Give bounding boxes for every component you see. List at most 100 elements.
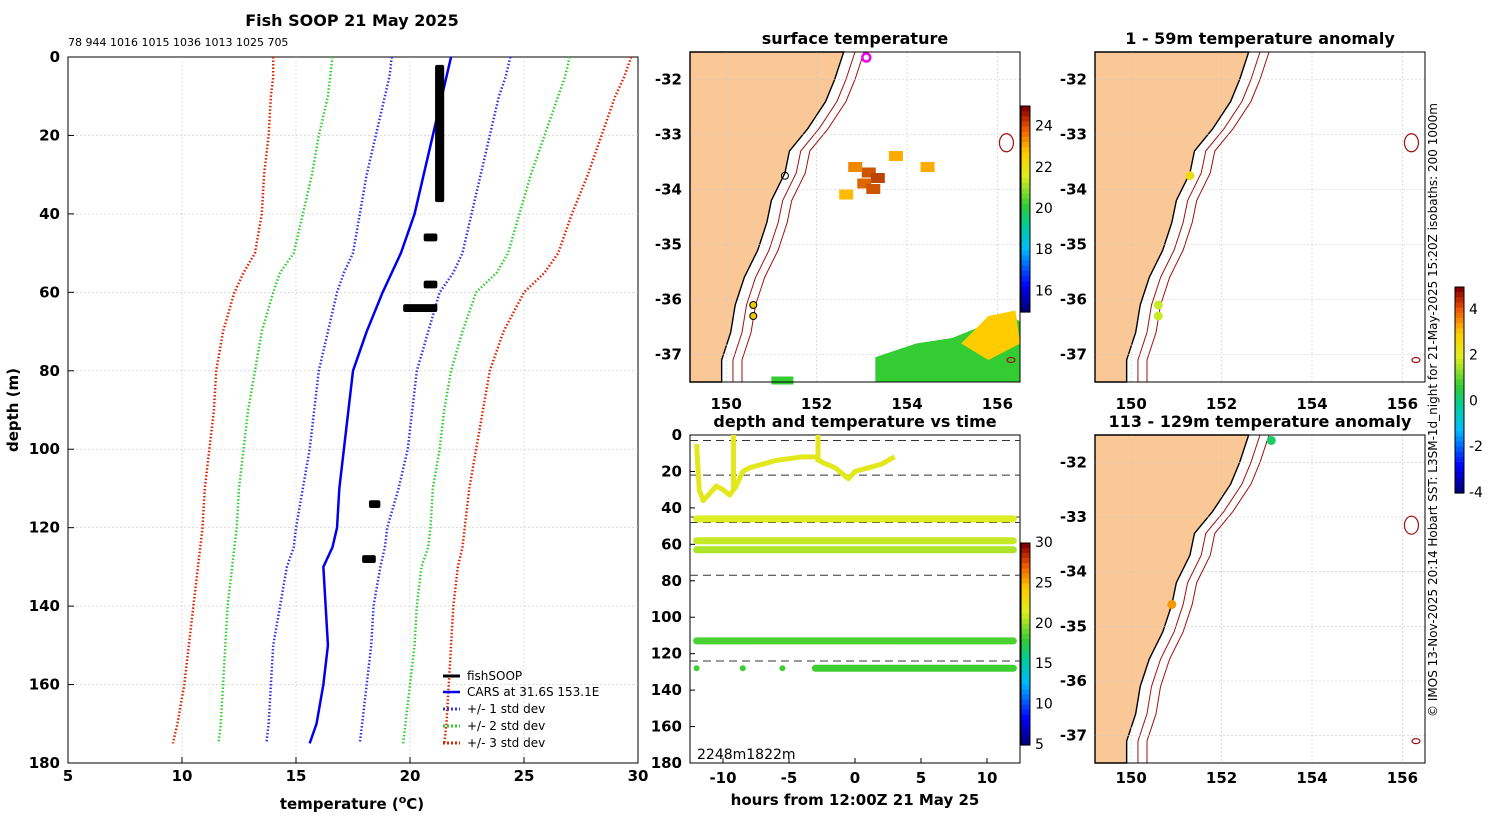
anomaly-colorbar-segment [1455,343,1464,350]
anomaly-colorbar-segment [1455,359,1464,365]
time-series-frame [689,434,1021,764]
profile-xtick-label: 15 [286,767,307,785]
anomaly-colorbar-segment [1455,472,1464,479]
sst-start-marker [861,52,872,63]
std1-upper-line [358,56,512,744]
time-series-ytick-label: 80 [661,572,682,590]
surface-colorbar-segment [1021,219,1030,226]
anomaly-map-1-island-1 [1403,133,1420,153]
anomaly-colorbar-segment [1455,364,1464,370]
surface-colorbar-frame [1020,105,1031,313]
sst-warm-patch [839,189,854,200]
time-series-colorbar-segment [1021,593,1030,600]
surface-colorbar-segment [1021,157,1030,164]
profile-xtick-label: 5 [63,767,73,785]
surface-map-xtick-label: 152 [801,395,832,413]
anomaly-colorbar-segment [1455,415,1464,422]
surface-colorbar-tick: 22 [1035,160,1053,176]
surface-colorbar-segment [1021,178,1030,184]
surface-colorbar-segment [1021,296,1030,303]
surface-colorbar-segment [1021,260,1030,267]
surface-colorbar: 16 18 20 22 24 [1020,105,1053,313]
time-series-colorbar-frame [1020,542,1031,746]
time-series-colorbar-tick: 10 [1035,697,1053,713]
time-series-ytick-label: 20 [661,462,682,480]
surface-colorbar-tick: 16 [1035,283,1053,299]
profile-legend: fishSOOP CARS at 31.6S 153.1E +/- 1 std … [443,669,599,750]
std3-upper-line [442,56,633,744]
time-series-colorbar-segment [1021,573,1030,579]
time-series-colorbar-segment [1021,654,1030,660]
profile-ytick-label: 120 [29,519,60,537]
time-series-xtick-label: 0 [850,769,860,787]
anomaly-colorbar-segment [1455,302,1464,309]
anomaly-map-1-anomaly-point [1153,300,1163,310]
surface-colorbar-segment [1021,245,1030,251]
time-series-colorbar-tick: 5 [1035,737,1044,753]
anomaly-map-2-ytick-label: -34 [1060,563,1087,581]
profile-ytick-label: 180 [29,754,60,772]
anomaly-map-1-ytick-label: -34 [1060,181,1087,199]
anomaly-map-2-island-2 [1411,738,1421,745]
surface-map-body: -32 -33 -34 -35 -36 -37 150 152 154 156 [655,51,1021,413]
surface-map-isobath-200m [732,51,856,382]
surface-map-land [689,51,845,383]
anomaly-map-1-panel: 1 - 59m temperature anomaly -32 -33 -34 -35… [1060,29,1426,413]
anomaly-map-2-body: -32 -33 -34 -35 -36 -37 150 152 154 156 [1060,434,1426,787]
time-series-xtick-label: -10 [709,769,736,787]
anomaly-map-2-ytick-label: -32 [1060,453,1087,471]
anomaly-map-1-xtick-label: 150 [1116,395,1147,413]
anomaly-colorbar-segment [1455,462,1464,468]
anomaly-map-1-body: -32 -33 -34 -35 -36 -37 150 152 154 156 [1060,51,1426,413]
fishsoop-cluster [362,555,376,563]
surface-map-ytick-label: -33 [655,126,682,144]
surface-colorbar-segment [1021,270,1030,277]
anomaly-colorbar-segment [1455,420,1464,427]
time-series-ytick-label: 160 [651,718,682,736]
time-series-colorbar-segment [1021,638,1030,645]
surface-map-ytick-label: -37 [655,346,682,364]
time-series-title: depth and temperature vs time [713,412,996,431]
time-series-ytick-label: 180 [651,754,682,772]
anomaly-map-2-anomaly-point [1266,435,1276,445]
anomaly-colorbar-tick: -2 [1469,439,1483,455]
surface-map-panel: surface temperature -32 -33 -34 -35 -36 -37 15… [655,29,1053,413]
time-series-ytick-label: 140 [651,681,682,699]
profile-panel: Fish SOOP 21 May 2025 78 944 1016 1015 1… [4,11,648,813]
time-series-ytick-label: 0 [672,426,682,444]
surface-colorbar-tick: 24 [1035,119,1053,135]
anomaly-colorbar-segment [1455,426,1464,432]
surface-colorbar-segment [1021,162,1030,169]
surface-colorbar-tick: 18 [1035,242,1053,258]
surface-map-frame [689,51,1021,383]
anomaly-map-1-frame [1094,51,1426,383]
anomaly-map-2-island-1 [1403,515,1420,535]
anomaly-colorbar-segment [1455,333,1464,340]
anomaly-colorbar-segment [1455,477,1464,484]
anomaly-colorbar-segment [1455,456,1464,463]
anomaly-map-2-isobath-1000m [1146,434,1270,763]
time-series-colorbar-segment [1021,729,1030,736]
time-series-ytick-label: 40 [661,499,682,517]
surface-map-island-1 [998,133,1015,153]
time-series-colorbar-tick: 25 [1035,575,1053,591]
profile-xlabel: temperature (oC) [280,793,424,813]
surface-colorbar-segment [1021,229,1030,236]
anomaly-map-1-ytick-label: -37 [1060,346,1087,364]
fishsoop-cluster [423,280,438,289]
surface-colorbar-segment [1021,265,1030,272]
surface-colorbar-segment [1021,301,1030,308]
time-series-colorbar-segment [1021,739,1030,746]
surface-colorbar-segment [1021,183,1030,189]
surface-map-island-2 [1006,356,1016,364]
profile-ticks: 5 10 15 20 25 30 0 20 40 60 80 100 120 140 160 180 [29,48,649,785]
anomaly-colorbar-segment [1455,292,1464,298]
anomaly-map-1-ytick-label: -33 [1060,126,1087,144]
sst-warm-patch [920,162,935,172]
sst-warm-patch [857,178,872,189]
time-series-colorbar-segment [1021,649,1030,655]
surface-colorbar-segment [1021,306,1030,313]
time-series-bottom-label: 2248m1822m [697,747,796,763]
surface-colorbar-segment [1021,121,1030,128]
time-series-colorbar-segment [1021,598,1030,605]
